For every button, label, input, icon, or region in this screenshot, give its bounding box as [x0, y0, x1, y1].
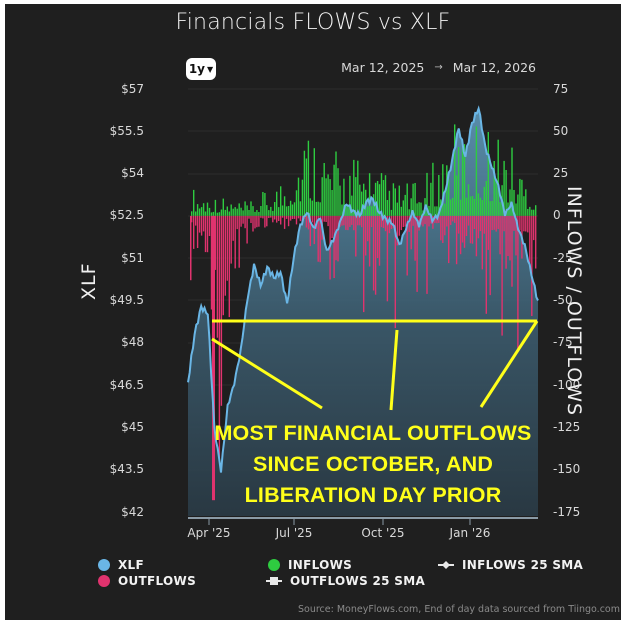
legend-label: INFLOWS 25 SMA: [462, 558, 584, 572]
left-tick: $57: [121, 82, 144, 96]
xlf-dot-icon: [98, 559, 110, 571]
right-tick: -25: [553, 251, 573, 265]
legend-outflows[interactable]: OUTFLOWS: [98, 574, 196, 588]
right-tick: -75: [553, 335, 573, 349]
source-note: Source: MoneyFlows.com, End of day data …: [297, 604, 620, 615]
annotation-line: SINCE OCTOBER, AND: [252, 452, 494, 476]
diamond-marker-line-icon: [438, 561, 454, 569]
right-tick: 75: [553, 82, 569, 96]
square-marker-line-icon: [266, 577, 282, 585]
x-axis-ticks: [208, 518, 471, 525]
left-tick: $43.5: [109, 462, 144, 476]
inflows-dot-icon: [268, 559, 280, 571]
left-tick: $52.5: [109, 208, 144, 222]
left-tick: $46.5: [109, 378, 144, 392]
annotation-line: LIBERATION DAY PRIOR: [244, 483, 502, 507]
annotation-text: MOST FINANCIAL OUTFLOWS SINCE OCTOBER, A…: [196, 418, 550, 511]
left-tick: $49.5: [109, 293, 144, 307]
legend-label: INFLOWS: [288, 558, 353, 572]
right-tick: -150: [553, 462, 581, 476]
right-tick: 0: [553, 208, 561, 222]
legend-outflows-sma[interactable]: OUTFLOWS 25 SMA: [266, 574, 425, 588]
x-tick: Apr '25: [187, 526, 231, 540]
date-start[interactable]: Mar 12, 2025: [341, 60, 425, 75]
left-tick: $55.5: [109, 124, 144, 138]
range-selector[interactable]: 1y ▼: [186, 58, 216, 80]
annotation-line: MOST FINANCIAL OUTFLOWS: [214, 421, 532, 445]
right-tick: -50: [553, 293, 573, 307]
chevron-down-icon: ▼: [207, 64, 214, 74]
date-range: Mar 12, 2025 → Mar 12, 2026: [341, 60, 536, 75]
xlf-line: [187, 105, 539, 473]
right-tick: 50: [553, 124, 569, 138]
legend-inflows-sma[interactable]: INFLOWS 25 SMA: [438, 558, 583, 572]
legend-label: XLF: [118, 558, 144, 572]
right-tick: -175: [553, 505, 581, 519]
right-tick: -125: [553, 420, 581, 434]
legend-inflows[interactable]: INFLOWS: [268, 558, 352, 572]
right-tick: -100: [553, 378, 581, 392]
x-tick: Jul '25: [275, 526, 313, 540]
left-tick: $51: [121, 251, 144, 265]
left-tick: $45: [121, 420, 144, 434]
arrow-right-icon: →: [434, 62, 443, 73]
legend-label: OUTFLOWS: [118, 574, 197, 588]
left-tick: $42: [121, 505, 144, 519]
x-tick: Jan '26: [449, 526, 491, 540]
annotation-lines: [211, 319, 539, 411]
legend-xlf[interactable]: XLF: [98, 558, 144, 572]
range-selector-value: 1y: [188, 62, 205, 76]
date-end[interactable]: Mar 12, 2026: [452, 60, 536, 75]
x-tick: Oct '25: [361, 526, 405, 540]
outflows-dot-icon: [98, 575, 110, 587]
left-tick: $54: [121, 166, 144, 180]
chart-title: Financials FLOWS vs XLF: [175, 10, 451, 35]
left-tick: $48: [121, 335, 144, 349]
legend-label: OUTFLOWS 25 SMA: [290, 574, 426, 588]
right-tick: 25: [553, 166, 569, 180]
